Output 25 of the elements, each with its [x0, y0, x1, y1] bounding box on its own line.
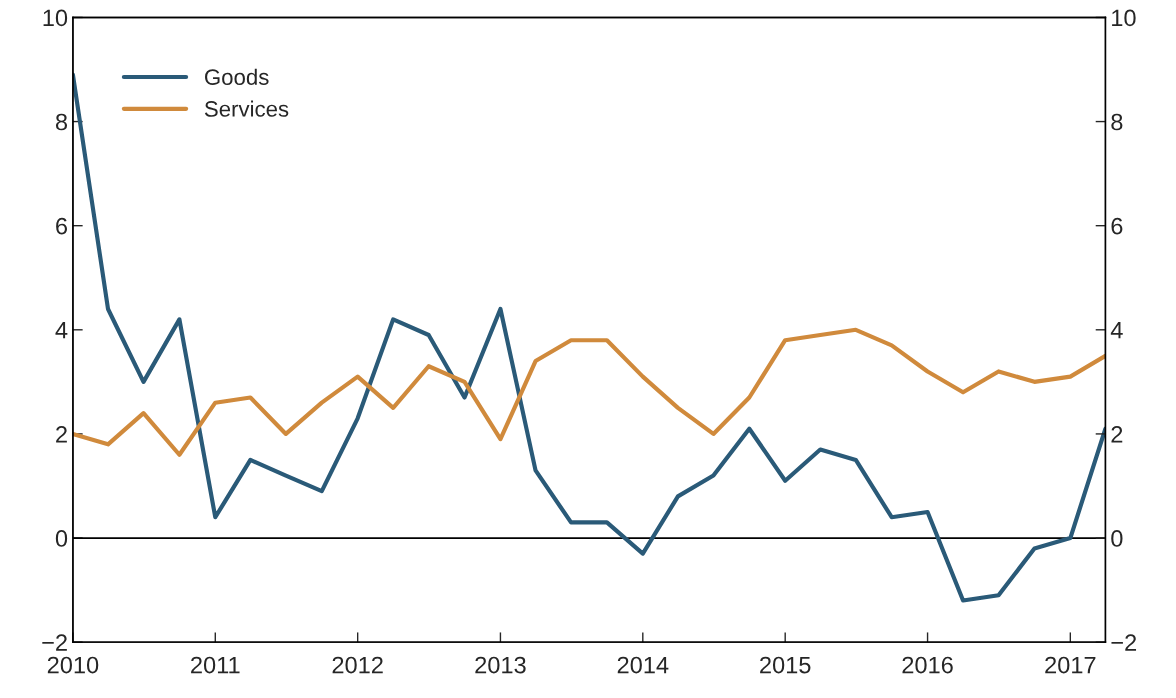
x-tick-label: 2016	[902, 656, 953, 674]
y-tick-label: 2	[56, 425, 67, 443]
x-tick-label: 2014	[617, 656, 669, 674]
y-tick-label: 10	[43, 9, 68, 27]
x-tick-label: 2017	[1045, 656, 1096, 674]
line-series	[72, 327, 1106, 457]
x-tick-label: 2013	[475, 656, 526, 674]
x-tick-label: 2015	[760, 656, 811, 674]
x-tick-label: 2011	[191, 656, 240, 674]
y-tick-label: 0	[55, 530, 68, 547]
y2-tick-label: −2	[1111, 634, 1137, 651]
y2-tick-label: 2	[1111, 425, 1123, 443]
y2-tick-label: 4	[1110, 322, 1123, 339]
y-tick-label: −2	[42, 634, 67, 651]
legend-label: Services	[204, 100, 289, 117]
legend-label: Goods	[205, 68, 269, 86]
y-tick-label: 6	[56, 217, 68, 235]
y2-tick-label: 10	[1112, 9, 1136, 27]
y2-tick-label: 8	[1111, 113, 1123, 131]
x-tick-label: 2010	[47, 656, 99, 674]
x-tick-label: 2012	[332, 656, 383, 674]
y-tick-label: 4	[55, 322, 68, 339]
y2-tick-label: 0	[1111, 530, 1123, 547]
y-tick-label: 8	[55, 113, 68, 131]
y2-tick-label: 6	[1111, 217, 1123, 235]
